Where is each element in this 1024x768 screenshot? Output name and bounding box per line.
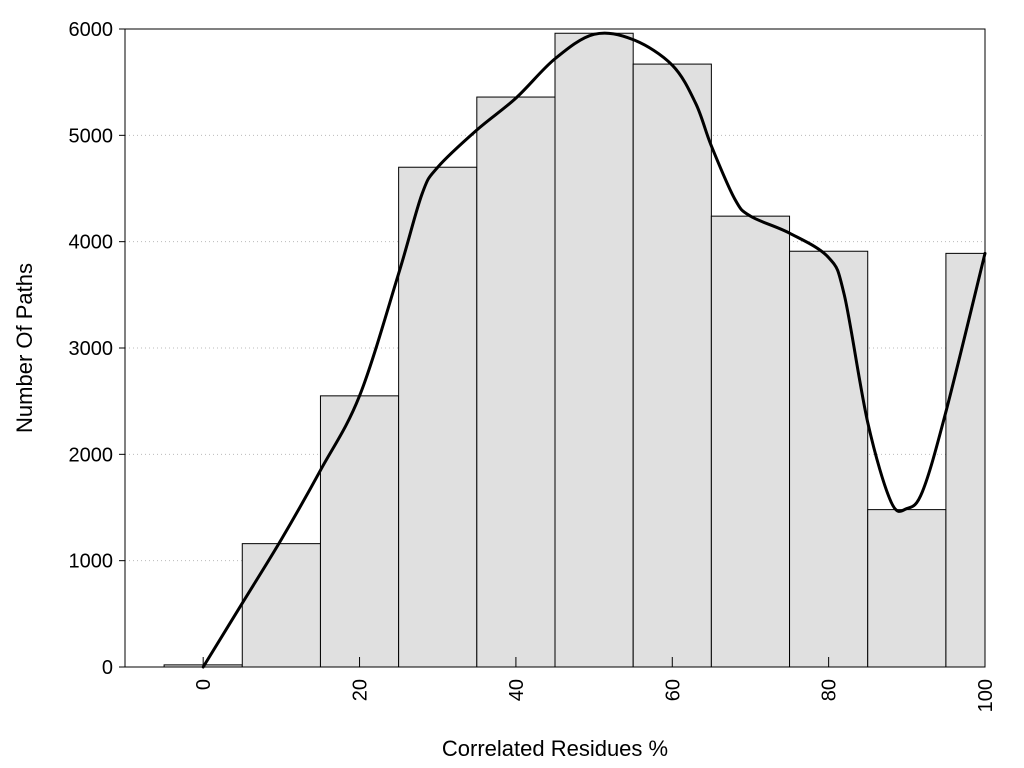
- histogram-bar: [476, 96, 556, 668]
- x-tick-label: 40: [506, 679, 528, 701]
- histogram-bar: [241, 543, 321, 668]
- y-tick-label: 0: [102, 657, 113, 679]
- histogram-bar: [554, 32, 634, 668]
- x-axis-ticks: 0 20 40 60 80 100: [193, 657, 997, 712]
- y-tick-label: 3000: [69, 338, 114, 360]
- x-axis-title: Correlated Residues %: [442, 736, 668, 761]
- histogram-bar: [789, 250, 869, 668]
- x-tick-label: 60: [662, 679, 684, 701]
- y-tick-label: 4000: [69, 232, 114, 254]
- x-tick-label: 20: [350, 679, 372, 701]
- y-axis-title: Number Of Paths: [12, 263, 37, 433]
- y-axis-ticks: 0 1000 2000 3000 4000 5000 6000: [69, 19, 125, 679]
- trend-curve: [201, 31, 987, 669]
- histogram-bar: [398, 166, 478, 668]
- y-tick-label: 2000: [69, 444, 114, 466]
- y-tick-label: 5000: [69, 125, 114, 147]
- histogram-bar: [945, 252, 986, 668]
- histogram-bar: [710, 215, 791, 668]
- x-tick-label: 0: [193, 679, 215, 690]
- x-tick-label: 100: [975, 679, 997, 712]
- y-tick-label: 6000: [69, 19, 114, 41]
- y-tick-label: 1000: [69, 551, 114, 573]
- bars: [163, 32, 986, 668]
- x-tick-label: 80: [819, 679, 841, 701]
- histogram-bar: [867, 509, 947, 668]
- histogram-bar: [632, 63, 712, 668]
- histogram-bar: [319, 395, 400, 668]
